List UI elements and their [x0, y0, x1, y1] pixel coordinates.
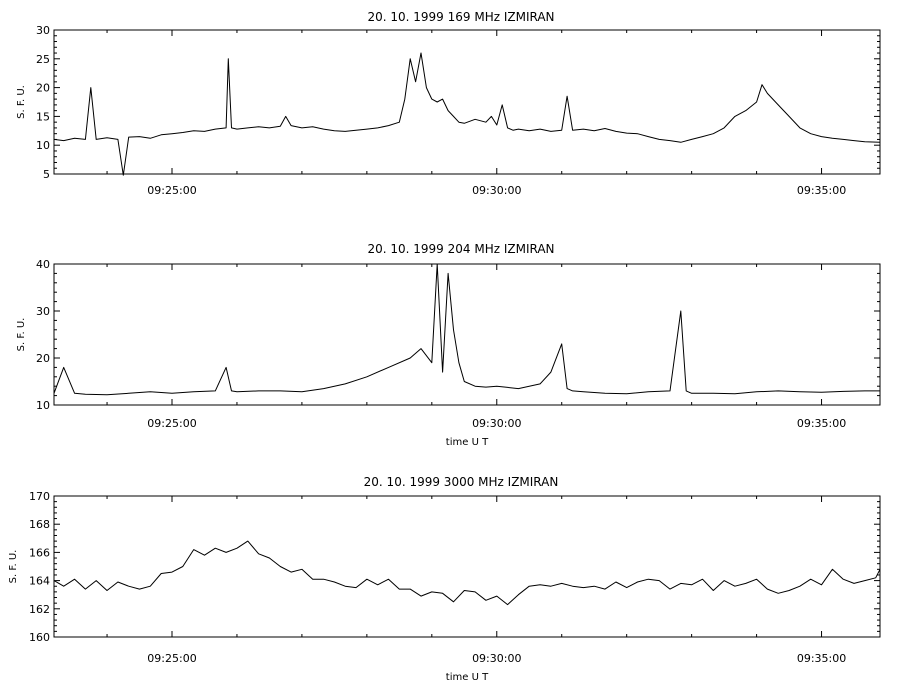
chart-title: 20. 10. 1999 3000 MHz IZMIRAN [364, 475, 559, 489]
series-line [53, 263, 880, 396]
y-tick-label: 166 [29, 546, 50, 559]
y-tick-label: 5 [43, 168, 50, 181]
x-axis-label: time U T [446, 437, 489, 448]
y-tick-label: 15 [36, 110, 50, 123]
y-axis-label: S. F. U. [16, 85, 27, 119]
chart-title: 20. 10. 1999 204 MHz IZMIRAN [367, 242, 554, 256]
series-line [53, 52, 881, 176]
x-tick-label: 09:25:00 [147, 652, 196, 665]
x-tick-label: 09:25:00 [147, 417, 196, 430]
chart-title: 20. 10. 1999 169 MHz IZMIRAN [367, 10, 554, 24]
plot-frame [53, 495, 881, 638]
y-tick-label: 170 [29, 490, 50, 503]
y-tick-label: 162 [29, 603, 50, 616]
y-tick-label: 20 [36, 352, 50, 365]
y-tick-label: 160 [29, 631, 50, 644]
chart-204mhz: 20. 10. 1999 204 MHz IZMIRAN S. F. U. ti… [16, 242, 881, 448]
x-axis-label: time U T [446, 672, 489, 683]
x-tick-label: 09:30:00 [472, 417, 521, 430]
series-line [53, 540, 881, 606]
plot-frame [53, 263, 881, 406]
y-tick-label: 30 [36, 305, 50, 318]
x-tick-label: 09:35:00 [797, 417, 846, 430]
y-axis-label: S. F. U. [8, 550, 19, 584]
y-tick-label: 30 [36, 24, 50, 37]
x-tick-label: 09:35:00 [797, 184, 846, 197]
x-tick-label: 09:35:00 [797, 652, 846, 665]
y-tick-label: 20 [36, 82, 50, 95]
x-tick-label: 09:30:00 [472, 184, 521, 197]
y-tick-label: 10 [36, 139, 50, 152]
chart-3000mhz: 20. 10. 1999 3000 MHz IZMIRAN S. F. U. t… [8, 475, 881, 683]
y-tick-label: 168 [29, 518, 50, 531]
x-tick-label: 09:25:00 [147, 184, 196, 197]
y-axis-label: S. F. U. [16, 318, 27, 352]
y-tick-label: 10 [36, 399, 50, 412]
y-tick-label: 164 [29, 575, 50, 588]
y-tick-label: 40 [36, 258, 50, 271]
chart-169mhz: 20. 10. 1999 169 MHz IZMIRAN S. F. U. 5 1… [16, 10, 881, 197]
y-tick-label: 25 [36, 53, 50, 66]
x-tick-label: 09:30:00 [472, 652, 521, 665]
plot-frame [53, 29, 881, 175]
